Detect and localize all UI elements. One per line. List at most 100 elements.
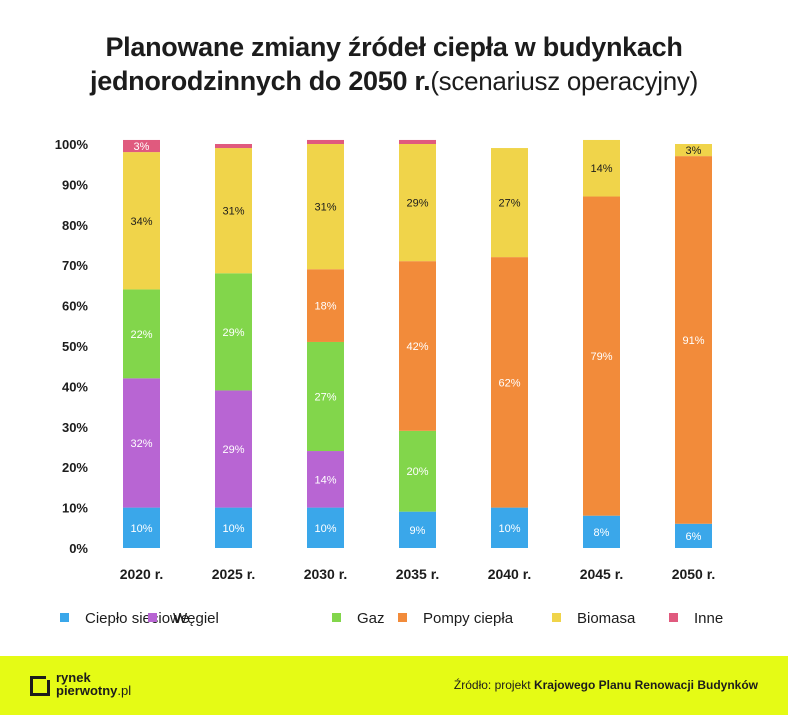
data-label: 14% — [590, 163, 612, 175]
data-label: 20% — [406, 466, 428, 478]
bar-segment[interactable] — [399, 511, 436, 548]
bar-segment[interactable] — [307, 451, 344, 508]
legend-label: Inne — [694, 610, 723, 627]
data-label: 79% — [590, 351, 612, 363]
bar-segment[interactable] — [307, 269, 344, 342]
bar-segment[interactable] — [399, 430, 436, 512]
bar-segment[interactable] — [123, 139, 160, 153]
bar-segment[interactable] — [399, 144, 436, 262]
data-label: 14% — [314, 474, 336, 486]
bar-segment[interactable] — [583, 515, 620, 548]
source-prefix: Źródło: projekt — [453, 678, 534, 692]
logo-text-main: pierwotny — [56, 683, 118, 698]
stacked-bar-chart: 0% 10% 20% 30% 40% 50% 60% 70% 80% 90% 100% 10% 32% 2… — [55, 137, 723, 627]
data-label: 3% — [134, 141, 150, 153]
bar-segment[interactable] — [123, 507, 160, 548]
y-tick-label: 70% — [62, 258, 88, 273]
data-label: 62% — [498, 377, 520, 389]
y-tick-label: 20% — [62, 460, 88, 475]
bar-segment[interactable] — [399, 261, 436, 431]
x-tick-label: 2025 r. — [212, 566, 256, 582]
x-tick-label: 2050 r. — [672, 566, 716, 582]
legend-swatch — [552, 613, 561, 622]
chart-subtitle: (scenariusz operacyjny) — [430, 66, 698, 96]
y-tick-label: 80% — [62, 218, 88, 233]
bar-segment[interactable] — [675, 156, 712, 524]
data-label: 29% — [222, 327, 244, 339]
bar-segment[interactable] — [215, 390, 252, 508]
legend-label: Gaz — [357, 610, 385, 627]
legend-swatch — [148, 613, 157, 622]
data-label: 10% — [498, 523, 520, 535]
y-tick-label: 0% — [69, 541, 88, 556]
data-label: 27% — [498, 198, 520, 210]
data-label: 91% — [682, 335, 704, 347]
data-label: 31% — [314, 202, 336, 214]
data-label: 8% — [594, 527, 610, 539]
logo-mark-icon — [30, 672, 54, 696]
x-tick-label: 2020 r. — [120, 566, 164, 582]
legend-swatch — [669, 613, 678, 622]
bar-segment[interactable] — [307, 507, 344, 548]
bar-segment[interactable] — [583, 196, 620, 516]
data-label: 27% — [314, 392, 336, 404]
legend-label: Biomasa — [577, 610, 636, 627]
chart-title-line2-bold: jednorodzinnych do 2050 r. — [90, 66, 431, 96]
legend-swatch — [398, 613, 407, 622]
data-label: 3% — [686, 145, 702, 157]
bar-segment[interactable] — [399, 139, 436, 144]
bar-segment[interactable] — [583, 139, 620, 197]
legend-label: Ciepło sieciowe — [85, 610, 189, 627]
logo-text-line1: rynek — [56, 670, 91, 685]
logo-text-line2: pierwotny.pl — [56, 684, 131, 698]
y-tick-label: 50% — [62, 339, 88, 354]
x-tick-label: 2040 r. — [488, 566, 532, 582]
data-label: 9% — [410, 525, 426, 537]
legend-label: Pompy ciepła — [423, 610, 514, 627]
data-label: 6% — [686, 531, 702, 543]
data-label: 31% — [222, 206, 244, 218]
bar-segment[interactable] — [491, 148, 528, 258]
source-note: Źródło: projekt Krajowego Planu Renowacj… — [454, 678, 758, 692]
bar-segment[interactable] — [307, 139, 344, 144]
bar-segment[interactable] — [675, 523, 712, 548]
bar-segment[interactable] — [123, 152, 160, 290]
y-tick-label: 60% — [62, 299, 88, 314]
bar-segment[interactable] — [675, 144, 712, 157]
data-label: 10% — [130, 523, 152, 535]
y-tick-label: 40% — [62, 379, 88, 394]
bar-segment[interactable] — [215, 148, 252, 274]
x-tick-label: 2030 r. — [304, 566, 348, 582]
footer-bar: rynek pierwotny.pl Źródło: projekt Krajo… — [0, 656, 788, 715]
data-label: 10% — [314, 523, 336, 535]
data-label: 32% — [130, 438, 152, 450]
bar-segment[interactable] — [215, 273, 252, 391]
y-tick-label: 30% — [62, 420, 88, 435]
x-tick-label: 2045 r. — [580, 566, 624, 582]
bar-segment[interactable] — [307, 341, 344, 452]
y-tick-label: 100% — [55, 137, 89, 152]
data-label: 34% — [130, 216, 152, 228]
legend-swatch — [60, 613, 69, 622]
bar-segment[interactable] — [123, 378, 160, 508]
bar-segment[interactable] — [215, 144, 252, 149]
x-tick-label: 2035 r. — [396, 566, 440, 582]
data-label: 22% — [130, 329, 152, 341]
chart-title-line1: Planowane zmiany źródeł ciepła w budynka… — [105, 32, 683, 62]
bar-segment[interactable] — [215, 507, 252, 548]
bar-segment[interactable] — [123, 289, 160, 379]
legend-label: Węgiel — [173, 610, 219, 627]
chart-title: Planowane zmiany źródeł ciepła w budynka… — [0, 30, 788, 98]
bar-segment[interactable] — [307, 144, 344, 270]
source-name: Krajowego Planu Renowacji Budynków — [533, 678, 758, 692]
legend-swatch — [332, 613, 341, 622]
bar-segment[interactable] — [491, 257, 528, 508]
bar-segment[interactable] — [491, 507, 528, 548]
data-label: 42% — [406, 341, 428, 353]
y-tick-label: 90% — [62, 177, 88, 192]
data-label: 29% — [406, 198, 428, 210]
y-tick-label: 10% — [62, 501, 88, 516]
data-label: 10% — [222, 523, 244, 535]
logo-text-suffix: .pl — [117, 683, 132, 698]
chart-title-line2: jednorodzinnych do 2050 r.(scenariusz op… — [0, 64, 788, 98]
